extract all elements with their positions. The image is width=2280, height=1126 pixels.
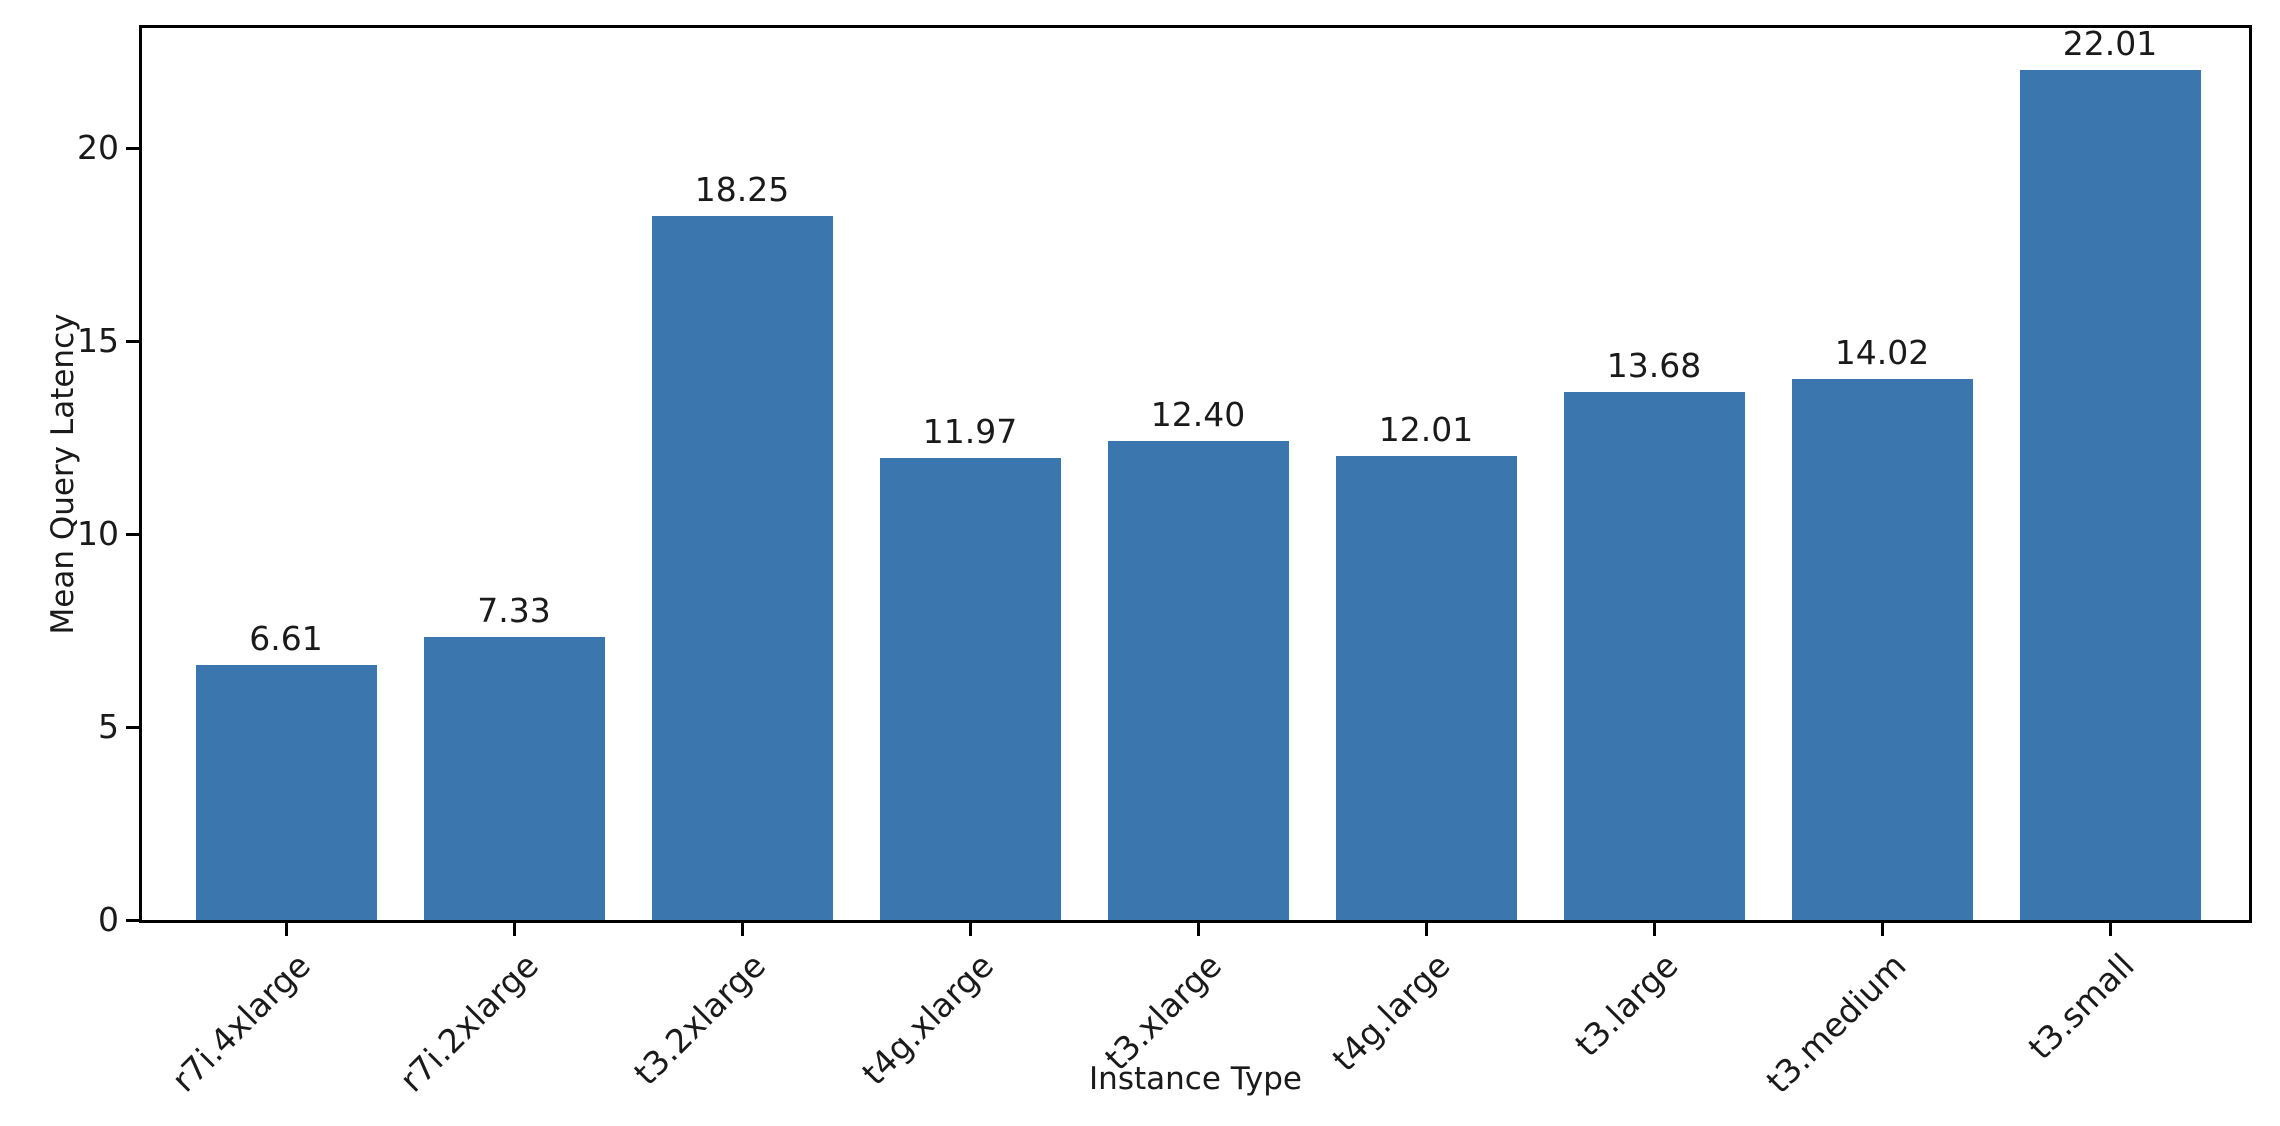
bar-value-label: 12.40 <box>1150 395 1246 435</box>
bar-r7i.2xlarge <box>423 637 605 920</box>
y-tick-mark <box>126 918 139 922</box>
x-tick-mark <box>284 923 288 936</box>
y-tick-label: 5 <box>98 707 119 746</box>
plot-area: 6.61 r7i.4xlarge 7.33 r7i.2xlarge 18.25 t3.2x… <box>139 24 2252 1101</box>
x-tick-mark <box>1880 923 1884 936</box>
bar-t3.2xlarge <box>651 215 833 920</box>
bar-value-label: 6.61 <box>249 618 323 658</box>
bar-t4g.large <box>1335 456 1517 920</box>
bar-value-label: 18.25 <box>694 169 790 209</box>
y-tick-label: 10 <box>77 514 119 554</box>
x-tick-mark <box>1424 923 1428 936</box>
y-tick-label: 20 <box>77 128 119 168</box>
x-tick-mark <box>512 923 516 936</box>
y-tick-mark <box>126 532 139 536</box>
bar-t3.large <box>1563 391 1745 920</box>
bar-value-label: 12.01 <box>1378 410 1474 450</box>
x-tick-mark <box>2108 923 2112 936</box>
x-tick-mark <box>968 923 972 936</box>
y-axis-label: Mean Query Latency <box>45 313 81 635</box>
bar-value-label: 13.68 <box>1606 345 1702 385</box>
y-tick-label: 15 <box>77 321 119 361</box>
x-tick-label: t3.xlarge <box>1097 945 1230 1078</box>
x-tick-label: t3.small <box>2020 945 2142 1068</box>
bar-t3.small <box>2019 70 2201 920</box>
x-tick-mark <box>740 923 744 936</box>
bar-value-label: 7.33 <box>477 591 551 631</box>
x-tick-mark <box>1652 923 1656 936</box>
x-tick-label: t3.large <box>1567 945 1686 1065</box>
bar-value-label: 14.02 <box>1834 332 1930 372</box>
x-axis-label: Instance Type <box>1089 1061 1302 1097</box>
y-tick-label: 0 <box>98 900 119 939</box>
bar-value-label: 22.01 <box>2062 24 2158 64</box>
y-tick-mark <box>126 339 139 343</box>
x-tick-label: t4g.large <box>1324 945 1458 1079</box>
bar-t3.medium <box>1791 378 1973 920</box>
bar-t3.xlarge <box>1107 441 1289 920</box>
bar-t4g.xlarge <box>879 457 1061 920</box>
x-tick-mark <box>1196 923 1200 936</box>
bar-value-label: 11.97 <box>922 411 1018 451</box>
y-tick-mark <box>126 725 139 729</box>
y-tick-mark <box>126 146 139 150</box>
bar-r7i.4xlarge <box>195 664 377 920</box>
